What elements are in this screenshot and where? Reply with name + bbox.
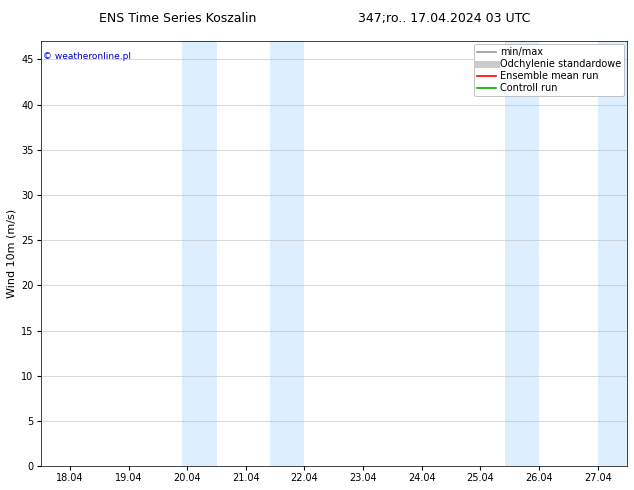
Text: © weatheronline.pl: © weatheronline.pl [44,52,131,61]
Bar [183,41,216,466]
Text: ENS Time Series Koszalin: ENS Time Series Koszalin [99,12,256,25]
Bar [505,41,539,466]
Text: 347;ro.. 17.04.2024 03 UTC: 347;ro.. 17.04.2024 03 UTC [358,12,530,25]
Legend: min/max, Odchylenie standardowe, Ensemble mean run, Controll run: min/max, Odchylenie standardowe, Ensembl… [474,44,624,96]
Bar [271,41,304,466]
Bar [598,41,627,466]
Y-axis label: Wind 10m (m/s): Wind 10m (m/s) [7,209,17,298]
